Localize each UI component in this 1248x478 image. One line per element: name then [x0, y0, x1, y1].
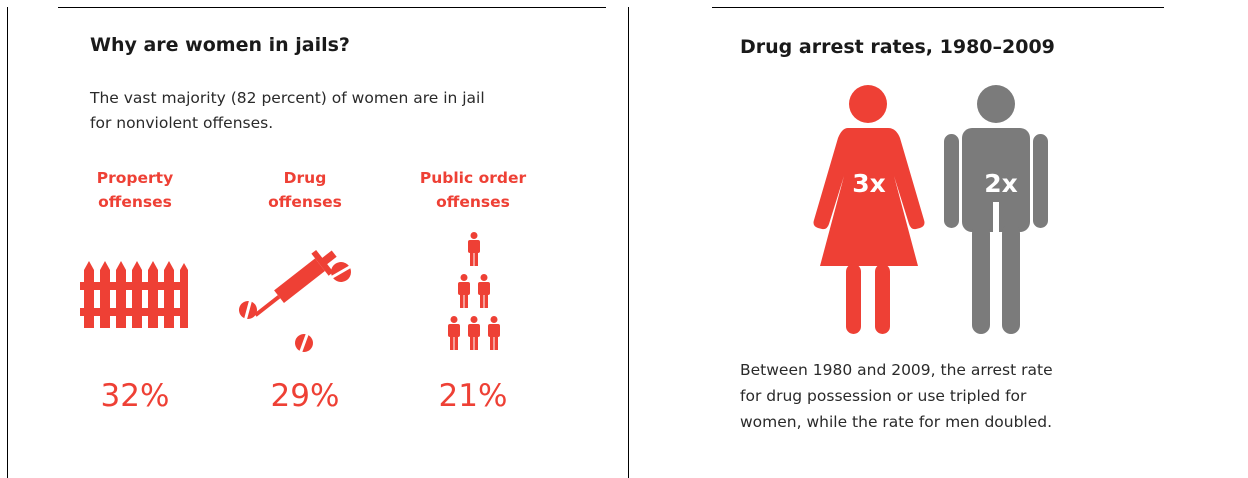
caption-line-3: women, while the rate for men doubled. — [740, 413, 1053, 431]
woman-figure-icon: 3x — [813, 85, 925, 334]
category-label-line: offenses — [98, 193, 172, 211]
arrest-figures: 3x 2x — [813, 85, 1048, 334]
left-panel-intro: The vast majority (82 percent) of women … — [90, 86, 485, 136]
people-pyramid-icon — [448, 232, 500, 350]
woman-figure-label: 3x — [852, 169, 886, 198]
frame-top-left — [58, 7, 606, 8]
frame-left-border — [7, 7, 8, 478]
right-panel-title: Drug arrest rates, 1980–2009 — [740, 36, 1055, 58]
category-label-line: Drug — [283, 169, 327, 187]
value-label-public-order: 21% — [438, 378, 508, 414]
right-panel-caption: Between 1980 and 2009, the arrest rate f… — [740, 357, 1053, 435]
value-label-property: 32% — [100, 378, 170, 414]
syringe-pills-icon — [239, 249, 352, 353]
category-label-line: Public order — [419, 169, 527, 187]
intro-line-2: for nonviolent offenses. — [90, 114, 274, 132]
value-label-drug: 29% — [270, 378, 340, 414]
women-in-jails-panel: Why are women in jails? The vast majorit… — [8, 0, 628, 478]
category-label-line: offenses — [268, 193, 342, 211]
fence-icon — [80, 261, 188, 328]
caption-line-1: Between 1980 and 2009, the arrest rate — [740, 361, 1053, 379]
category-label-line: offenses — [436, 193, 510, 211]
category-label-property: Property offenses — [55, 166, 215, 214]
left-panel-title: Why are women in jails? — [90, 34, 350, 56]
frame-top-right — [712, 7, 1164, 8]
category-label-drug: Drug offenses — [225, 166, 385, 214]
man-figure-icon: 2x — [944, 85, 1048, 334]
frame-divider — [628, 7, 629, 478]
category-label-line: Property — [96, 169, 174, 187]
man-figure-label: 2x — [984, 169, 1018, 198]
intro-line-1: The vast majority (82 percent) of women … — [90, 89, 485, 107]
category-label-public-order: Public order offenses — [393, 166, 553, 214]
drug-arrest-panel: Drug arrest rates, 1980–2009 3x 2x Betwe… — [630, 0, 1248, 478]
caption-line-2: for drug possession or use tripled for — [740, 387, 1027, 405]
